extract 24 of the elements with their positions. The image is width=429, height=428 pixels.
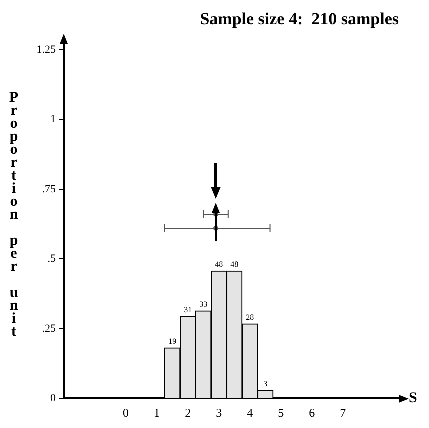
annotation: 48 — [215, 260, 224, 270]
y-tick-label: .75 — [42, 183, 56, 196]
annotation: 31 — [184, 305, 192, 314]
y-tick-label: 0 — [50, 392, 56, 404]
x-tick-label: 6 — [309, 406, 316, 420]
annotation: 28 — [246, 313, 254, 322]
annotation: 48 — [230, 260, 239, 270]
y-tick-label: .5 — [48, 253, 56, 266]
x-axis-title: S — [409, 390, 418, 406]
x-tick-label: 3 — [216, 406, 222, 420]
x-tick-label: 2 — [185, 406, 192, 420]
y-tick-label: 1 — [50, 114, 56, 126]
annotation: 33 — [200, 300, 208, 310]
annotation: 3 — [264, 380, 268, 389]
x-tick-label: 4 — [247, 406, 254, 420]
x-tick-label: 5 — [278, 406, 284, 420]
y-tick-label: .25 — [42, 322, 56, 335]
annotation: 19 — [168, 337, 177, 346]
chart-title: Sample size 4: 210 samples — [200, 10, 400, 29]
y-axis-title: Proportion per unit — [6, 90, 22, 337]
y-tick-label: 1.25 — [36, 44, 56, 56]
x-tick-label: 7 — [340, 406, 346, 420]
x-tick-label: 0 — [123, 406, 130, 420]
x-tick-label: 1 — [154, 406, 160, 420]
